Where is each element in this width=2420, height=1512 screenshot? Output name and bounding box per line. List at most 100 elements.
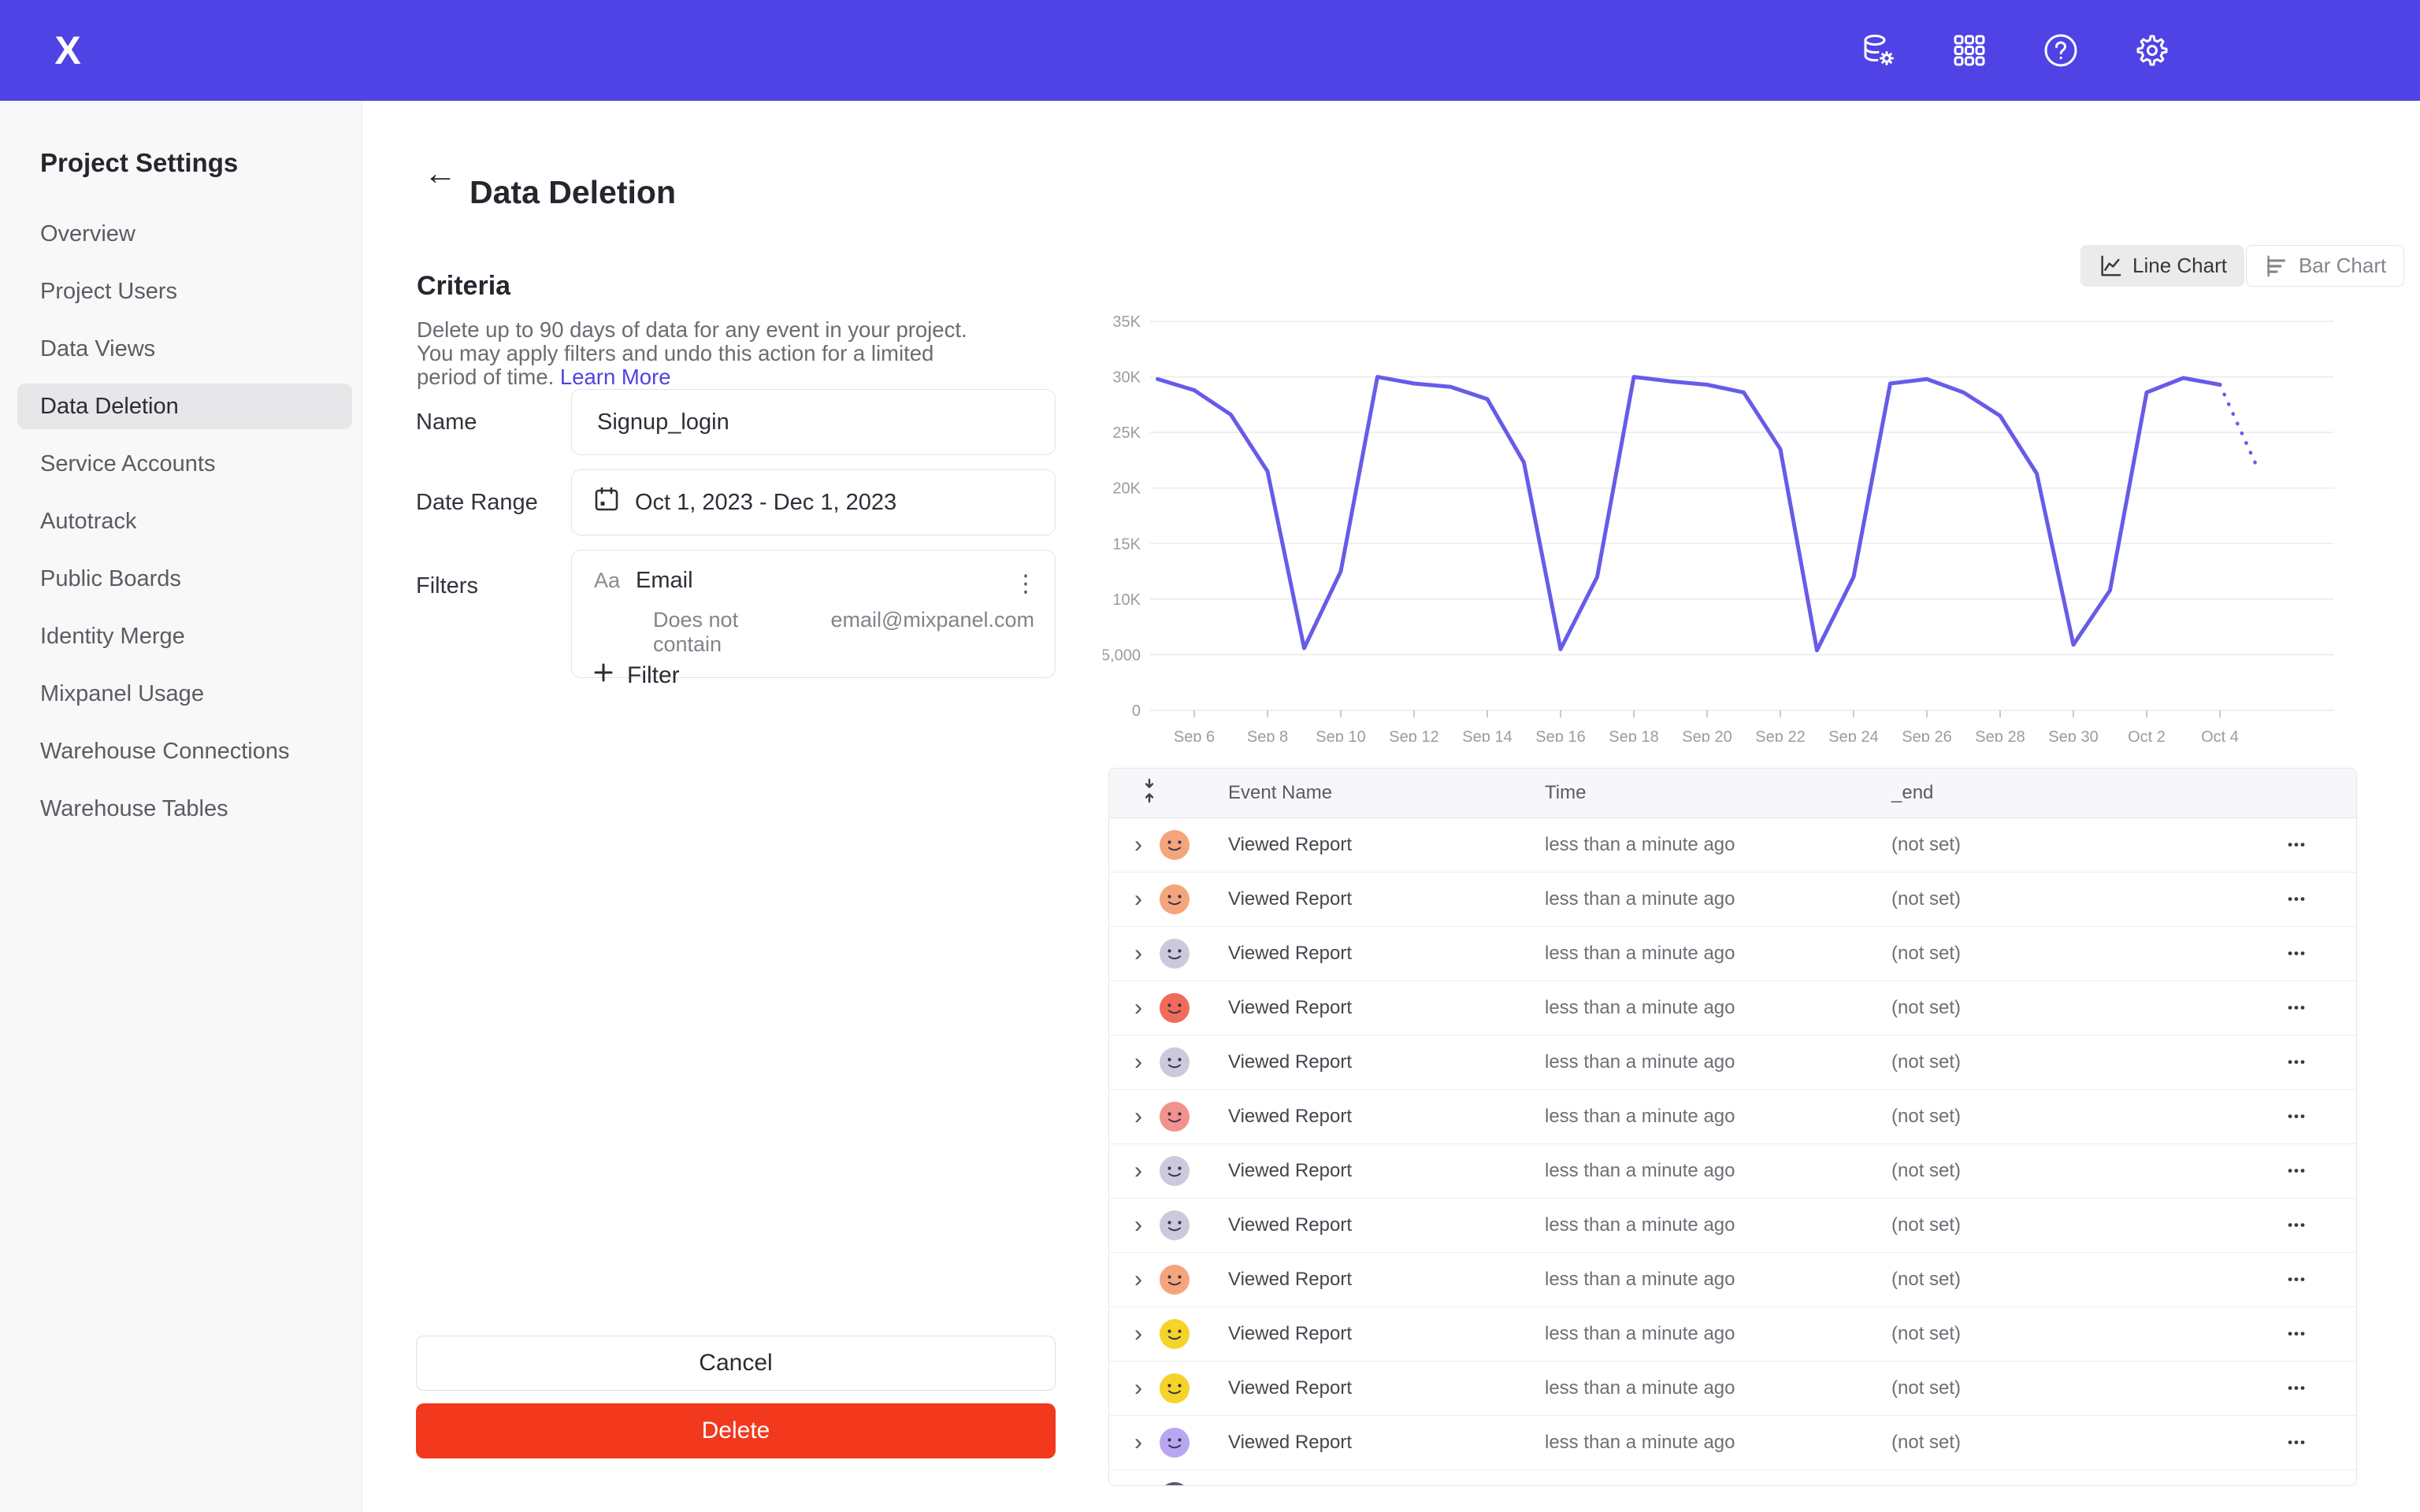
filter-operator[interactable]: Does not contain [653,608,739,656]
svg-text:0: 0 [1132,702,1141,720]
user-avatar [1160,1047,1190,1077]
row-menu-icon[interactable] [2238,1109,2356,1125]
avatar [1160,1319,1204,1349]
name-input[interactable] [571,389,1056,455]
filter-menu-icon[interactable] [1014,569,1037,601]
filters-label: Filters [416,573,478,598]
sidebar-item-data-views[interactable]: Data Views [40,335,156,361]
sidebar-item-warehouse-connections[interactable]: Warehouse Connections [40,738,290,764]
help-icon[interactable] [2042,32,2080,69]
svg-text:Oct 2: Oct 2 [2128,728,2166,742]
row-expand-chevron-icon[interactable] [1109,995,1160,1021]
collapse-rows-icon[interactable] [1139,777,1160,810]
user-avatar [1160,993,1190,1023]
user-avatar [1160,1102,1190,1132]
row-expand-chevron-icon[interactable] [1109,1103,1160,1130]
sidebar-item-warehouse-tables[interactable]: Warehouse Tables [40,795,228,821]
cell-event-name: Viewed Report [1228,834,1352,855]
svg-text:Sep 20: Sep 20 [1682,728,1731,742]
row-expand-chevron-icon[interactable] [1109,940,1160,967]
add-filter-button[interactable]: Filter [592,662,680,690]
sidebar-item-identity-merge[interactable]: Identity Merge [40,623,185,649]
filter-card[interactable]: Aa Email Does not contain email@mixpanel… [571,550,1056,678]
row-menu-icon[interactable] [2238,1326,2356,1342]
svg-text:Sep 6: Sep 6 [1174,728,1215,742]
row-menu-icon[interactable] [2238,1000,2356,1016]
cell-time: less than a minute ago [1545,997,1735,1018]
row-menu-icon[interactable] [2238,1380,2356,1396]
row-expand-chevron-icon[interactable] [1109,1212,1160,1239]
filter-value[interactable]: email@mixpanel.com [830,608,1035,632]
date-range-picker[interactable]: Oct 1, 2023 - Dec 1, 2023 [571,469,1056,536]
row-expand-chevron-icon[interactable] [1109,1321,1160,1347]
row-expand-chevron-icon[interactable] [1109,1375,1160,1402]
row-expand-chevron-icon[interactable] [1109,1158,1160,1184]
cancel-button[interactable]: Cancel [416,1336,1056,1391]
column-time[interactable]: Time [1545,782,1587,803]
svg-text:Sep 22: Sep 22 [1755,728,1805,742]
cell-event-name: Viewed Report [1228,1323,1352,1344]
sidebar-item-autotrack[interactable]: Autotrack [40,508,137,534]
svg-text:Sep 16: Sep 16 [1535,728,1585,742]
settings-gear-icon[interactable] [2133,32,2171,69]
row-expand-chevron-icon[interactable] [1109,1484,1160,1485]
row-expand-chevron-icon[interactable] [1109,1266,1160,1293]
svg-text:30K: 30K [1112,369,1141,387]
row-menu-icon[interactable] [2238,946,2356,962]
mixpanel-logo[interactable]: X [54,28,81,72]
column-event-name[interactable]: Event Name [1228,782,1333,803]
learn-more-link[interactable]: Learn More [559,364,671,389]
user-avatar [1160,1373,1190,1403]
row-expand-chevron-icon[interactable] [1109,1429,1160,1456]
row-menu-icon[interactable] [2238,1217,2356,1233]
cell-end: (not set) [1891,997,1962,1018]
cell-event-name: Viewed Report [1228,1106,1352,1127]
svg-text:Sep 28: Sep 28 [1975,728,2025,742]
back-arrow-icon[interactable] [424,154,462,192]
user-avatar [1160,1265,1190,1295]
apps-grid-icon[interactable] [1950,32,1988,69]
row-expand-chevron-icon[interactable] [1109,832,1160,858]
row-menu-icon[interactable] [2238,1435,2356,1451]
plus-icon [592,662,614,690]
cell-event-name: Viewed Report [1228,1432,1352,1453]
bar-chart-toggle[interactable]: Bar Chart [2245,245,2405,287]
criteria-heading: Criteria [417,271,511,302]
row-menu-icon[interactable] [2238,837,2356,853]
sidebar-item-data-deletion[interactable]: Data Deletion [17,384,352,429]
row-menu-icon[interactable] [2238,1054,2356,1070]
cell-end: (not set) [1891,834,1962,855]
cell-time: less than a minute ago [1545,888,1735,910]
delete-button[interactable]: Delete [416,1403,1056,1458]
svg-text:Oct 4: Oct 4 [2201,728,2239,742]
sidebar-item-service-accounts[interactable]: Service Accounts [40,450,216,476]
line-chart-toggle[interactable]: Line Chart [2080,245,2244,287]
column-end[interactable]: _end [1891,782,1934,803]
sidebar-item-mixpanel-usage[interactable]: Mixpanel Usage [40,680,204,706]
data-pipeline-icon[interactable] [1859,32,1897,69]
avatar [1160,830,1204,860]
sidebar-item-project-users[interactable]: Project Users [40,278,178,304]
events-line-chart[interactable]: 0 5,000 10K 15K 20K 25K 30K 35K Sep 6 Sep 8 Sep 10… [1101,307,2348,746]
sidebar-item-overview[interactable]: Overview [40,220,135,246]
row-menu-icon[interactable] [2238,891,2356,907]
row-expand-chevron-icon[interactable] [1109,1049,1160,1076]
row-menu-icon[interactable] [2238,1163,2356,1179]
svg-text:20K: 20K [1112,480,1141,498]
row-expand-chevron-icon[interactable] [1109,886,1160,913]
row-menu-icon[interactable] [2238,1272,2356,1288]
sidebar-item-public-boards[interactable]: Public Boards [40,565,181,591]
